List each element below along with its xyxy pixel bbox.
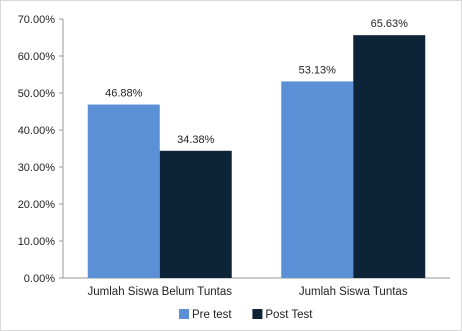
data-label: 46.88% (105, 88, 143, 100)
y-tick-label: 40.00% (18, 125, 56, 137)
data-label: 65.63% (371, 18, 409, 30)
y-tick-label: 0.00% (24, 273, 55, 285)
data-label: 53.13% (299, 64, 337, 76)
legend-swatch (252, 309, 263, 319)
x-category-label: Jumlah Siswa Belum Tuntas (88, 286, 233, 298)
x-axis-categories: Jumlah Siswa Belum Tuntas Jumlah Siswa Tu… (88, 286, 408, 298)
y-tick-label: 30.00% (18, 162, 56, 174)
bar-pre-test-1 (87, 104, 160, 278)
bar-post-test-2 (353, 35, 426, 278)
y-axis-ticks: 0.00% 10.00% 20.00% 30.00% 40.00% 50.00% 60.00… (18, 14, 63, 285)
y-tick-label: 60.00% (18, 51, 56, 63)
chart-legend: Pre test Post Test (179, 309, 313, 321)
x-category-label: Jumlah Siswa Tuntas (299, 286, 408, 298)
bar-pre-test-2 (281, 81, 354, 278)
y-tick-label: 70.00% (18, 14, 56, 26)
data-label: 34.38% (177, 134, 215, 146)
legend-label: Post Test (265, 309, 313, 321)
data-labels: 46.88% 34.38% 53.13% 65.63% (105, 18, 408, 146)
legend-swatch (179, 309, 189, 319)
chart-bars (87, 35, 426, 278)
y-tick-label: 10.00% (18, 236, 56, 248)
legend-label: Pre test (192, 309, 232, 321)
y-tick-label: 20.00% (18, 199, 56, 211)
y-tick-label: 50.00% (18, 88, 56, 100)
bar-post-test-1 (159, 150, 232, 278)
